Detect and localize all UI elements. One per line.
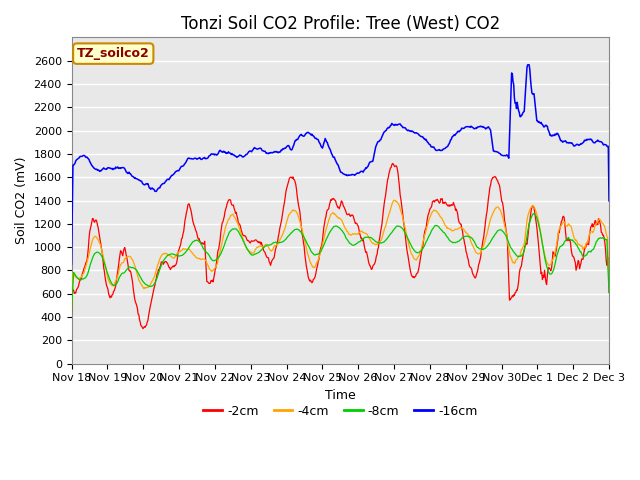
Text: TZ_soilco2: TZ_soilco2	[77, 47, 150, 60]
Y-axis label: Soil CO2 (mV): Soil CO2 (mV)	[15, 157, 28, 244]
X-axis label: Time: Time	[325, 389, 356, 402]
Title: Tonzi Soil CO2 Profile: Tree (West) CO2: Tonzi Soil CO2 Profile: Tree (West) CO2	[180, 15, 500, 33]
Legend: -2cm, -4cm, -8cm, -16cm: -2cm, -4cm, -8cm, -16cm	[198, 400, 483, 423]
